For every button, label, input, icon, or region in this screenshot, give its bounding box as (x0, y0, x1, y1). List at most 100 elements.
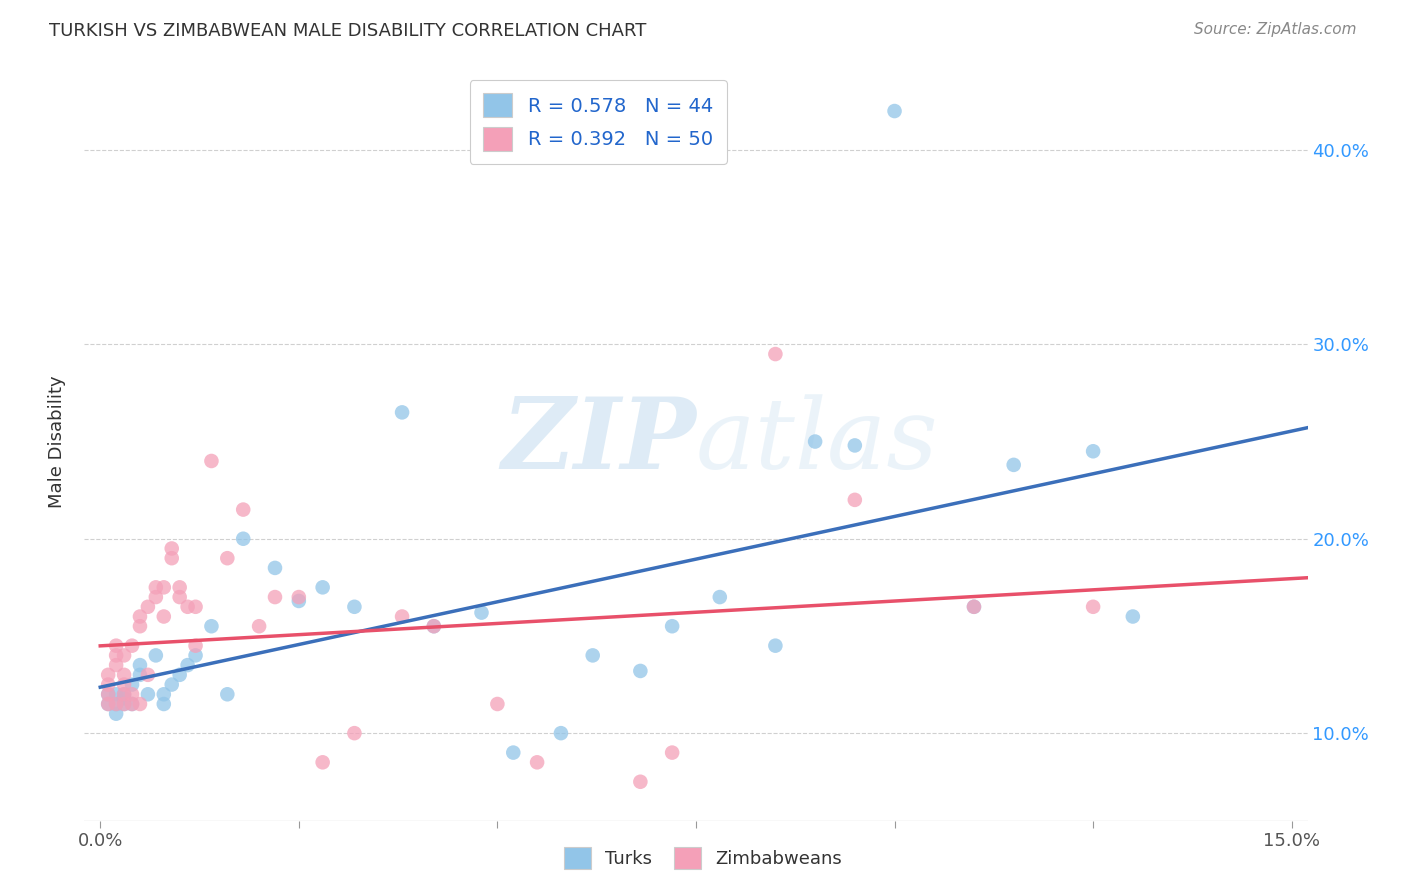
Point (169, 590, 191, 604)
Point (145, 648, 167, 663)
Point (391, 609, 413, 624)
Point (763, 347, 786, 361)
Point (288, 594, 311, 608)
Text: TURKISH VS ZIMBABWEAN MALE DISABILITY CORRELATION CHART: TURKISH VS ZIMBABWEAN MALE DISABILITY CO… (49, 22, 647, 40)
Point (97, 697, 120, 711)
Point (1122, 609, 1144, 624)
Point (232, 502, 254, 516)
Point (97, 697, 120, 711)
Point (264, 590, 287, 604)
Point (97, 677, 120, 691)
Point (264, 561, 287, 575)
Point (169, 668, 191, 682)
Point (470, 606, 492, 620)
Point (526, 756, 548, 770)
Point (217, 551, 239, 566)
Point (1081, 444, 1104, 458)
Legend: R = 0.578   N = 44, R = 0.392   N = 50: R = 0.578 N = 44, R = 0.392 N = 50 (470, 79, 727, 164)
Point (661, 746, 683, 760)
Point (169, 580, 191, 594)
Point (963, 599, 986, 614)
Y-axis label: Male Disability: Male Disability (48, 376, 66, 508)
Point (200, 619, 222, 633)
Point (343, 599, 366, 614)
Point (136, 668, 159, 682)
Point (145, 590, 167, 604)
Point (763, 639, 786, 653)
Point (550, 726, 572, 740)
Point (844, 438, 866, 452)
Point (112, 687, 135, 701)
Point (628, 774, 651, 789)
Point (129, 609, 152, 624)
Point (112, 697, 135, 711)
Point (121, 697, 143, 711)
Point (247, 619, 270, 633)
Point (121, 677, 143, 691)
Point (661, 619, 683, 633)
Point (311, 756, 333, 770)
Point (184, 648, 207, 663)
Point (844, 492, 866, 507)
Point (1081, 599, 1104, 614)
Point (112, 648, 135, 663)
Point (160, 551, 183, 566)
Point (105, 658, 128, 673)
Point (343, 726, 366, 740)
Text: Source: ZipAtlas.com: Source: ZipAtlas.com (1194, 22, 1357, 37)
Point (582, 648, 605, 663)
Point (804, 434, 827, 449)
Point (145, 580, 167, 594)
Point (105, 697, 128, 711)
Text: atlas: atlas (696, 394, 939, 489)
Point (121, 639, 143, 653)
Point (105, 706, 128, 721)
Text: ZIP: ZIP (501, 393, 696, 490)
Point (129, 619, 152, 633)
Point (176, 658, 198, 673)
Point (129, 658, 152, 673)
Point (112, 668, 135, 682)
Point (121, 687, 143, 701)
Point (152, 609, 174, 624)
Point (288, 590, 311, 604)
Point (160, 677, 183, 691)
Point (883, 103, 905, 118)
Point (184, 639, 207, 653)
Point (105, 697, 128, 711)
Point (200, 454, 222, 468)
Point (160, 541, 183, 556)
Point (105, 639, 128, 653)
Point (129, 668, 152, 682)
Point (184, 599, 207, 614)
Point (112, 691, 135, 706)
Point (423, 619, 446, 633)
Point (136, 599, 159, 614)
Point (963, 599, 986, 614)
Point (97, 687, 120, 701)
Point (502, 746, 524, 760)
Point (105, 648, 128, 663)
Legend: Turks, Zimbabweans: Turks, Zimbabweans (557, 839, 849, 876)
Point (176, 599, 198, 614)
Point (97, 687, 120, 701)
Point (311, 580, 333, 594)
Point (121, 697, 143, 711)
Point (97, 668, 120, 682)
Point (232, 532, 254, 546)
Point (1002, 458, 1025, 472)
Point (112, 697, 135, 711)
Point (709, 590, 731, 604)
Point (136, 687, 159, 701)
Point (628, 664, 651, 678)
Point (129, 697, 152, 711)
Point (112, 677, 135, 691)
Point (486, 697, 509, 711)
Point (217, 687, 239, 701)
Point (152, 580, 174, 594)
Point (152, 697, 174, 711)
Point (423, 619, 446, 633)
Point (152, 687, 174, 701)
Point (391, 405, 413, 419)
Point (105, 687, 128, 701)
